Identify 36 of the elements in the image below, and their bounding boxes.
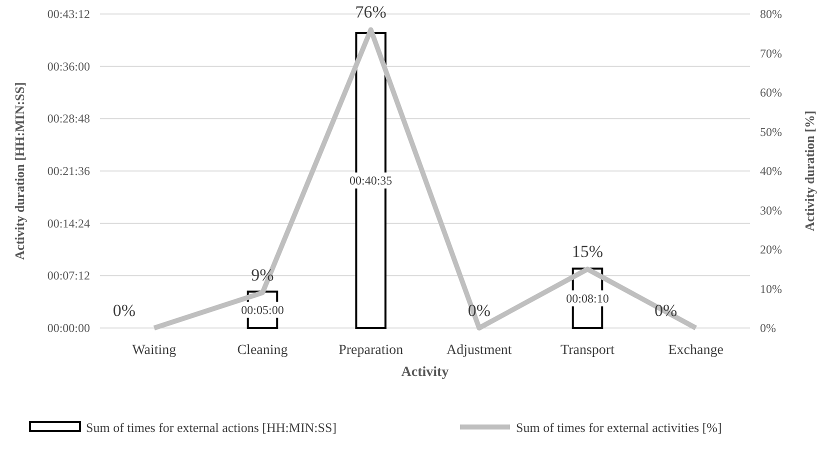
y2-tick-label: 10% — [760, 282, 782, 296]
y-axis-title: Activity duration [HH:MIN:SS] — [12, 82, 27, 260]
y2-tick-label: 40% — [760, 164, 782, 178]
x-tick-label: Adjustment — [446, 343, 512, 358]
y-tick-label: 00:36:00 — [47, 59, 90, 74]
data-label: 00:08:10 — [566, 291, 609, 306]
x-tick-label: Waiting — [132, 343, 176, 358]
data-label: 0% — [112, 301, 136, 320]
data-label: 9% — [251, 266, 274, 285]
x-tick-label: Exchange — [668, 343, 724, 358]
legend-label: Sum of times for external activities [%] — [516, 420, 722, 435]
y-tick-label: 00:28:48 — [47, 112, 90, 126]
x-axis-title: Activity — [401, 365, 449, 380]
y2-tick-label: 80% — [760, 7, 782, 21]
y2-tick-label: 30% — [760, 203, 782, 218]
y2-tick-label: 70% — [760, 46, 782, 60]
x-tick-label: Cleaning — [237, 343, 288, 358]
y2-tick-label: 50% — [760, 124, 782, 139]
data-label: 00:05:00 — [241, 302, 284, 317]
y2-tick-label: 60% — [760, 86, 782, 100]
y-tick-label: 00:14:24 — [47, 216, 90, 230]
y-tick-label: 00:43:12 — [47, 7, 90, 21]
x-tick-label: Transport — [560, 343, 615, 358]
y2-axis-title: Activity duration [%] — [802, 110, 817, 232]
legend-label: Sum of times for external actions [HH:MIN:SS] — [86, 420, 337, 435]
data-label: 15% — [572, 242, 604, 262]
data-label: 76% — [355, 2, 386, 22]
y-tick-label: 00:00:00 — [47, 321, 90, 335]
data-label: 00:40:35 — [349, 174, 392, 188]
data-label: 0% — [468, 301, 491, 320]
y-tick-label: 00:07:12 — [47, 268, 90, 283]
y2-tick-label: 20% — [760, 242, 782, 256]
y2-tick-label: 0% — [760, 321, 776, 335]
y-tick-label: 00:21:36 — [47, 164, 90, 178]
data-label: 0% — [654, 301, 678, 320]
x-tick-label: Preparation — [338, 343, 404, 358]
